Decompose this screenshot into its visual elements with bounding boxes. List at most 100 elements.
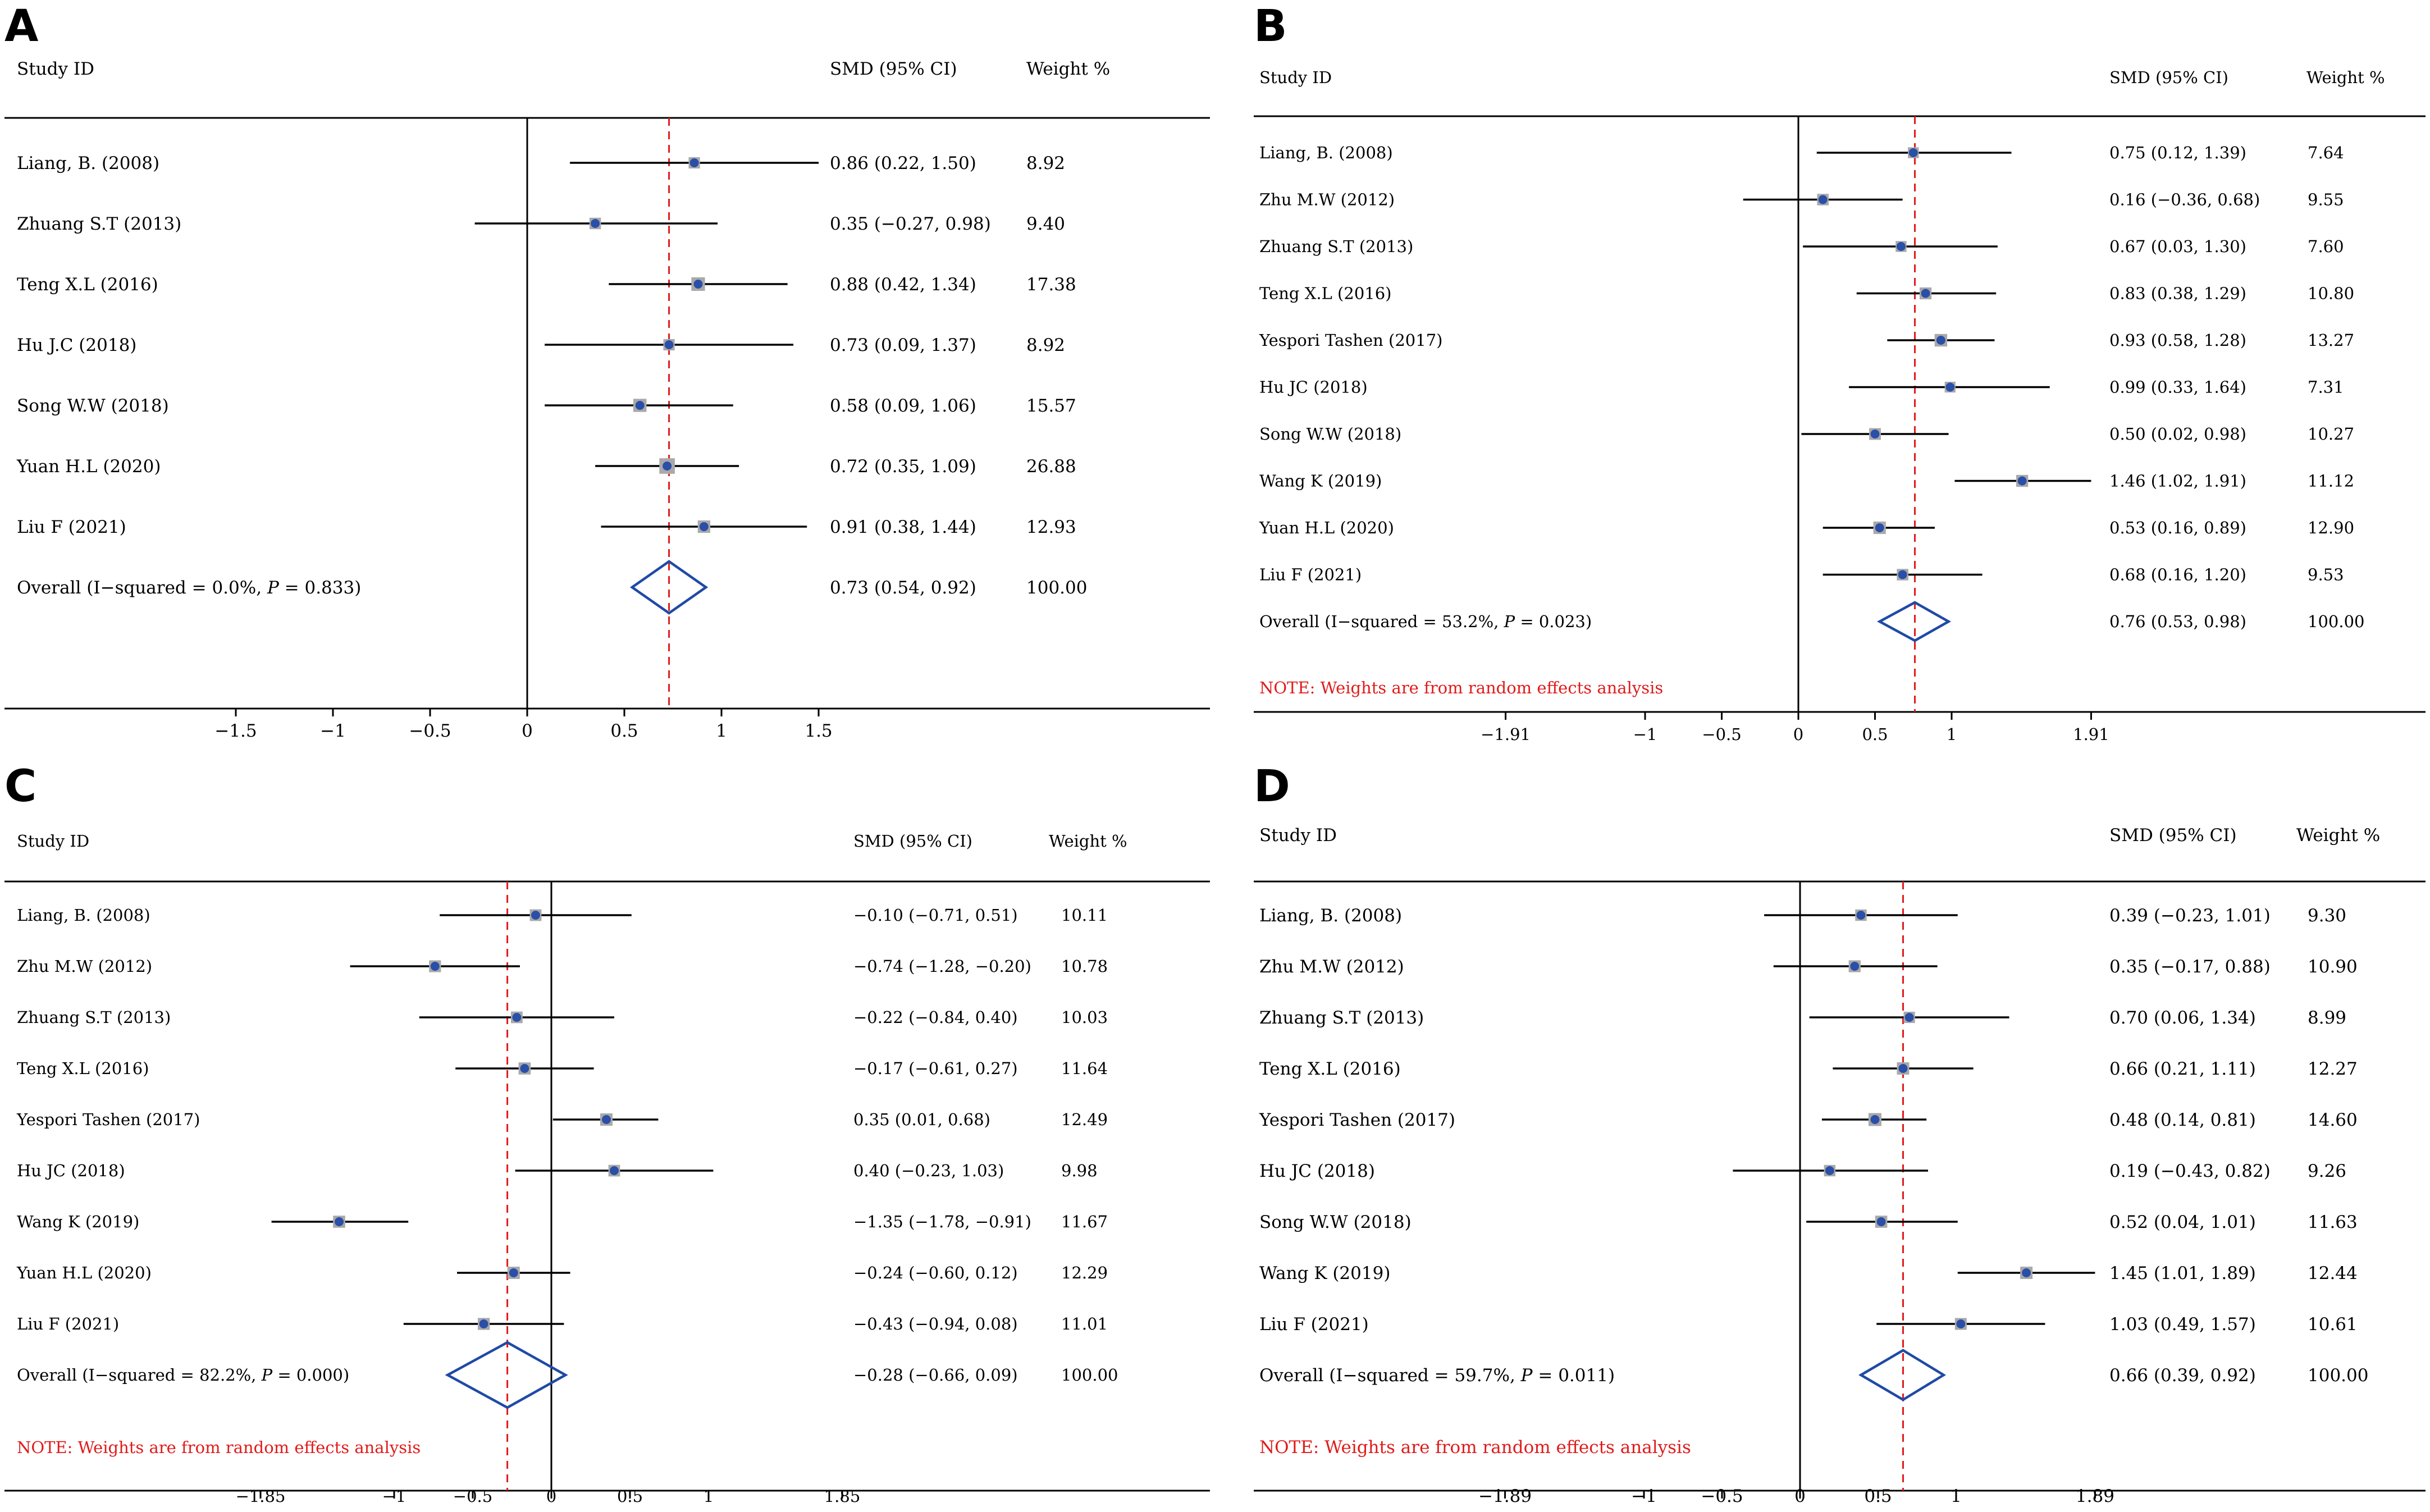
panel-c-study-ci: −0.74 (−1.28, −0.20) (853, 957, 1031, 976)
panel-d-overall-label: Overall (I−squared = 59.7%, P = 0.011) (1259, 1365, 1615, 1386)
panel-c-study-ci: −0.43 (−0.94, 0.08) (853, 1314, 1018, 1333)
panel-c-header-weight: Weight % (1049, 832, 1127, 851)
panel-d-x-tick-label: 1.89 (2076, 1486, 2114, 1506)
panel-a-study-weight: 9.40 (1026, 214, 1065, 234)
panel-d-study-weight: 10.90 (2308, 957, 2358, 977)
panel-a-study-weight: 26.88 (1026, 456, 1076, 477)
panel-a-header-smd: SMD (95% CI) (830, 59, 957, 79)
panel-b-study-label: Song W.W (2018) (1259, 424, 1401, 444)
panel-d-study-ci: 0.70 (0.06, 1.34) (2109, 1008, 2256, 1028)
panel-b-study-weight: 7.31 (2308, 378, 2344, 397)
panel-b-study-ci: 0.75 (0.12, 1.39) (2109, 143, 2246, 162)
panel-d-overall-diamond (1858, 1349, 1947, 1401)
panel-b-x-tick-label: 1.91 (2073, 725, 2109, 744)
panel-b-x-tick-label: −1 (1633, 725, 1657, 744)
panel-d-study-ci: 0.52 (0.04, 1.01) (2109, 1212, 2256, 1232)
panel-d-study-label: Teng X.L (2016) (1259, 1059, 1401, 1079)
panel-c-study-label: Liu F (2021) (17, 1314, 119, 1333)
panel-b-study-ci: 0.67 (0.03, 1.30) (2109, 237, 2246, 256)
panel-a-study-weight: 12.93 (1026, 517, 1076, 537)
panel-c-header-study: Study ID (17, 832, 89, 851)
panel-c-study-weight: 12.49 (1061, 1110, 1108, 1129)
panel-a-x-tick-label: −0.5 (409, 721, 451, 741)
panel-d-x-tick-label: 1 (1951, 1486, 1962, 1506)
panel-d-study-weight: 8.99 (2308, 1008, 2346, 1028)
panel-c-study-label: Zhu M.W (2012) (17, 957, 152, 976)
panel-c-study-point (531, 911, 540, 920)
panel-b-study-weight: 10.27 (2308, 424, 2354, 444)
panel-a-header-study: Study ID (17, 59, 94, 79)
panel-d-study-point (2022, 1268, 2031, 1277)
panel-b-study-point (1936, 336, 1945, 345)
panel-a-study-label: Liang, B. (2008) (17, 153, 159, 173)
panel-a-study-label: Song W.W (2018) (17, 396, 169, 416)
panel-d-study-point (1898, 1064, 1908, 1073)
panel-letter-d: D (1254, 761, 1290, 812)
panel-d-study-point (1904, 1013, 1914, 1022)
panel-a-header-weight: Weight % (1026, 59, 1110, 79)
panel-d-study-ci: 0.48 (0.14, 0.81) (2109, 1110, 2256, 1130)
panel-b-study-point (1908, 148, 1918, 157)
panel-d-study-point (1850, 962, 1860, 971)
panel-d-study-label: Liang, B. (2008) (1259, 906, 1402, 926)
panel-b-study-point (1921, 289, 1930, 298)
panel-b-study-weight: 9.53 (2308, 565, 2344, 584)
panel-b-study-weight: 12.90 (2308, 518, 2354, 537)
panel-c-overall-label: Overall (I−squared = 82.2%, P = 0.000) (17, 1365, 349, 1385)
panel-d-study-weight: 11.63 (2308, 1212, 2358, 1232)
panel-b-note: NOTE: Weights are from random effects an… (1259, 678, 1663, 697)
panel-c-study-label: Yuan H.L (2020) (16, 1263, 152, 1282)
panel-b-study-ci: 0.50 (0.02, 0.98) (2109, 424, 2246, 444)
panel-d-study-ci: 1.03 (0.49, 1.57) (2109, 1314, 2256, 1335)
panel-c-x-tick-label: 0 (546, 1487, 556, 1506)
panel-c-header-smd: SMD (95% CI) (853, 832, 972, 851)
panel-a-study-point (635, 401, 645, 410)
panel-b-overall-label: Overall (I−squared = 53.2%, P = 0.023) (1259, 612, 1592, 631)
panel-c-study-weight: 11.67 (1061, 1212, 1108, 1231)
panel-c-overall-ci: −0.28 (−0.66, 0.09) (853, 1365, 1018, 1385)
panel-letter-b: B (1254, 1, 1287, 52)
panel-b-study-label: Zhuang S.T (2013) (1259, 237, 1413, 256)
panel-c-study-point (335, 1217, 344, 1226)
panel-a-study-point (699, 522, 709, 531)
panel-b-study-weight: 7.60 (2308, 237, 2344, 256)
panel-c-study-ci: −0.24 (−0.60, 0.12) (853, 1263, 1018, 1282)
panel-a-study-weight: 17.38 (1026, 275, 1076, 295)
panel-a-x-tick-label: 0 (522, 721, 533, 741)
panel-d-study-ci: 0.35 (−0.17, 0.88) (2109, 957, 2271, 977)
panel-a-overall-label: Overall (I−squared = 0.0%, P = 0.833) (17, 578, 361, 598)
panel-d-study-label: Liu F (2021) (1259, 1314, 1369, 1335)
panel-c-study-ci: −1.35 (−1.78, −0.91) (853, 1212, 1031, 1231)
panel-b-overall-diamond (1876, 601, 1952, 642)
panel-a-study-point (664, 340, 674, 349)
panel-b-study-label: Hu JC (2018) (1259, 378, 1368, 397)
panel-d-study-ci: 0.66 (0.21, 1.11) (2109, 1059, 2256, 1079)
panel-a-study-label: Zhuang S.T (2013) (17, 214, 181, 234)
panel-d-study-label: Wang K (2019) (1259, 1263, 1390, 1283)
panel-c-study-weight: 10.11 (1061, 906, 1108, 925)
panel-a-study-ci: 0.86 (0.22, 1.50) (830, 153, 976, 173)
panel-c-study-point (430, 962, 440, 971)
panel-a-x-tick-label: 1 (716, 721, 727, 741)
panel-letter-a: A (4, 1, 39, 52)
panel-a-study-ci: 0.58 (0.09, 1.06) (830, 396, 976, 416)
panel-b-study-label: Zhu M.W (2012) (1259, 190, 1395, 209)
panel-d-study-weight: 9.26 (2308, 1161, 2346, 1181)
panel-a-study-ci: 0.73 (0.09, 1.37) (830, 335, 976, 355)
panel-a-overall-ci: 0.73 (0.54, 0.92) (830, 578, 976, 598)
panel-d-study-weight: 12.44 (2308, 1263, 2358, 1283)
panel-a-overall-diamond (629, 560, 709, 615)
panel-a-study-weight: 15.57 (1026, 396, 1076, 416)
panel-b-header-study: Study ID (1259, 68, 1332, 87)
panel-c-study-point (512, 1013, 522, 1022)
panel-c-study-label: Zhuang S.T (2013) (17, 1008, 171, 1027)
panel-d-study-point (1825, 1166, 1834, 1175)
panel-d-study-point (1856, 911, 1866, 920)
panel-a-x-tick-label: −1 (320, 721, 346, 741)
panel-c-study-ci: 0.40 (−0.23, 1.03) (853, 1161, 1004, 1180)
panel-c-study-point (610, 1166, 619, 1175)
panel-b-study-ci: 0.16 (−0.36, 0.68) (2109, 190, 2260, 209)
panel-b-study-weight: 11.12 (2308, 472, 2354, 491)
panel-b-study-weight: 7.64 (2308, 143, 2344, 162)
